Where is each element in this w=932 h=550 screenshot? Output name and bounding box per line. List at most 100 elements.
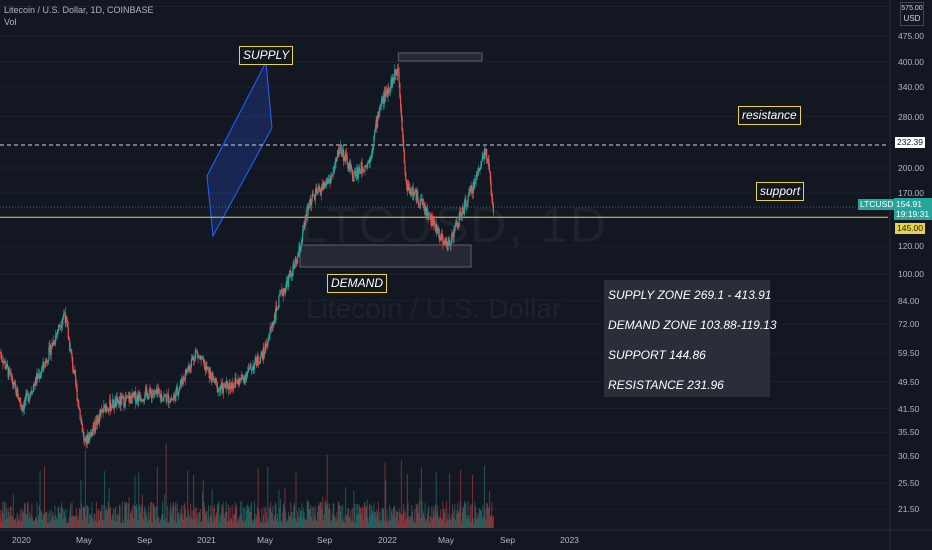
- symbol-tag: LTCUSD: [858, 199, 896, 210]
- volume-bar: [410, 515, 412, 528]
- volume-bar: [92, 518, 94, 528]
- candle-body: [123, 396, 125, 407]
- candle-body: [101, 409, 103, 411]
- volume-bar: [393, 506, 395, 528]
- supply-label[interactable]: SUPPLY: [239, 46, 294, 65]
- volume-bar: [344, 522, 346, 528]
- volume-bar: [453, 517, 455, 528]
- currency-label[interactable]: 575.00 USD: [900, 2, 924, 26]
- candle-body: [2, 360, 4, 364]
- candle-body: [95, 420, 97, 430]
- candle-body: [40, 371, 43, 374]
- candle-body: [380, 101, 382, 105]
- resistance-label[interactable]: resistance: [738, 106, 801, 125]
- candle-body: [130, 398, 132, 404]
- volume-bar: [62, 519, 64, 528]
- volume-bar: [225, 511, 227, 528]
- volume-bar: [395, 510, 397, 528]
- candle-body: [213, 376, 215, 380]
- candle-body: [115, 397, 118, 407]
- candle-body: [489, 171, 491, 182]
- volume-bar: [289, 516, 291, 528]
- candle-body: [176, 386, 178, 393]
- volume-bar: [380, 521, 382, 528]
- volume-bar: [359, 506, 361, 528]
- volume-bar: [279, 498, 281, 528]
- symbol-title[interactable]: Litecoin / U.S. Dollar, 1D, COINBASE: [4, 5, 154, 15]
- candle-body: [40, 373, 42, 376]
- candle-body: [308, 205, 310, 206]
- candle-body: [306, 207, 308, 220]
- demand-label[interactable]: DEMAND: [327, 274, 388, 293]
- volume-bar: [354, 503, 356, 528]
- candle-body: [239, 379, 241, 385]
- volume-bar: [322, 496, 324, 528]
- volume-bar: [434, 515, 436, 528]
- volume-indicator-label[interactable]: Vol: [4, 17, 17, 27]
- volume-bar: [200, 521, 202, 528]
- candle-body: [152, 393, 154, 395]
- candle-body: [63, 313, 65, 317]
- price-tick-label: 400.00: [898, 57, 924, 67]
- volume-bar: [423, 511, 425, 528]
- candle-body: [257, 355, 259, 363]
- volume-bar: [415, 503, 417, 528]
- volume-bar: [9, 506, 11, 528]
- candle-body: [250, 364, 252, 369]
- candle-body: [322, 184, 324, 189]
- time-tick-label: Sep: [317, 535, 333, 545]
- volume-bar: [227, 521, 229, 528]
- candle-body: [373, 135, 375, 146]
- candle-body: [56, 332, 58, 334]
- volume-bar: [439, 516, 441, 528]
- volume-bar: [408, 516, 410, 528]
- candle-body: [362, 170, 365, 173]
- candle-body: [417, 191, 419, 202]
- candle-body: [273, 323, 275, 325]
- candle-body: [81, 424, 83, 433]
- volume-bar: [55, 515, 57, 528]
- volume-bar: [211, 488, 213, 528]
- candle-body: [365, 165, 367, 167]
- candle-body: [377, 115, 379, 118]
- volume-bar: [101, 519, 103, 528]
- volume-bar: [454, 520, 456, 528]
- candle-body: [413, 192, 415, 196]
- volume-bar: [164, 518, 166, 528]
- candle-body: [247, 371, 249, 373]
- candle-body: [231, 382, 233, 387]
- candle-body: [300, 242, 302, 249]
- price-tick-label: 84.00: [898, 295, 920, 306]
- volume-bar: [87, 506, 89, 528]
- support-label[interactable]: support: [756, 182, 805, 201]
- volume-bar: [154, 506, 156, 528]
- volume-bar: [176, 522, 178, 528]
- candle-body: [365, 166, 368, 168]
- volume-bar: [400, 460, 402, 528]
- volume-bar: [213, 508, 215, 528]
- volume-bar: [396, 511, 398, 528]
- volume-bar: [216, 504, 218, 528]
- candle-body: [474, 179, 476, 189]
- levels-info-box[interactable]: SUPPLY ZONE 269.1 - 413.91 DEMAND ZONE 1…: [604, 280, 777, 397]
- candle-body: [178, 386, 181, 391]
- volume-bar: [311, 516, 313, 528]
- candle-body: [476, 175, 478, 177]
- volume-bar: [78, 519, 80, 528]
- candle-body: [15, 387, 17, 397]
- volume-bar: [399, 512, 401, 528]
- volume-bar: [104, 509, 106, 528]
- candle-body: [432, 219, 434, 227]
- candle-body: [387, 88, 389, 97]
- volume-bar: [480, 510, 482, 528]
- volume-bar: [37, 520, 39, 528]
- volume-bar: [303, 511, 305, 528]
- candle-body: [318, 186, 320, 191]
- candle-body: [152, 394, 155, 396]
- volume-bar: [337, 501, 339, 528]
- volume-bar: [113, 521, 115, 528]
- candle-body: [129, 395, 131, 403]
- candle-body: [424, 207, 426, 211]
- candle-body: [163, 395, 165, 399]
